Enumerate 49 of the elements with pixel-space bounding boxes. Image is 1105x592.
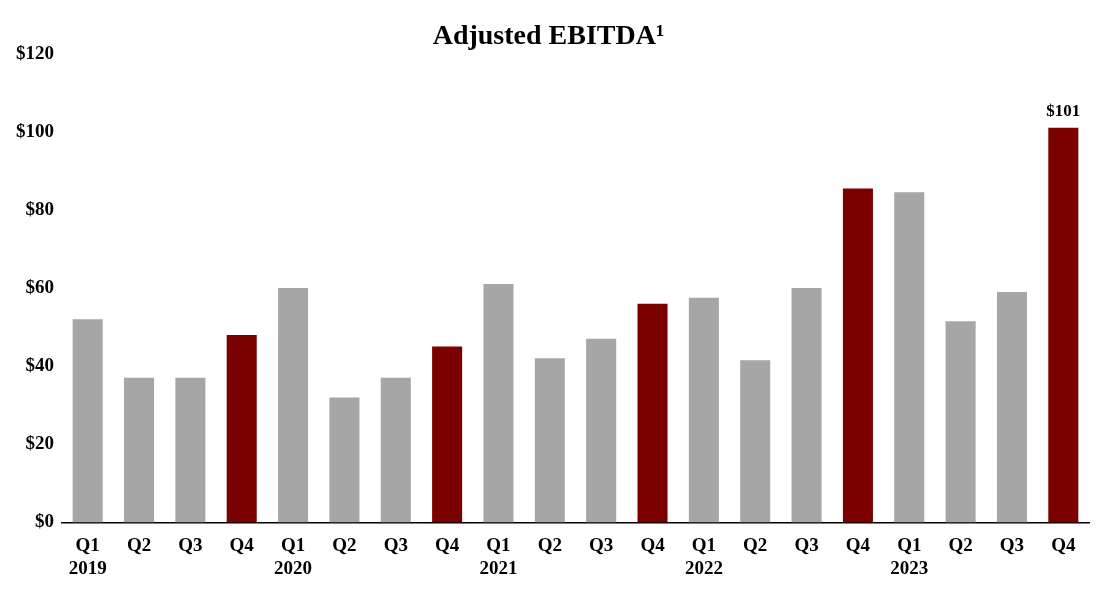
x-tick-label: Q4 — [1051, 533, 1076, 555]
x-tick-label: Q1 2020 — [274, 533, 313, 578]
x-tick-label: Q2 — [332, 533, 357, 555]
x-tick-label: Q4 — [434, 533, 460, 555]
data-label: $101 — [1046, 100, 1081, 120]
bar — [791, 288, 822, 523]
bar — [740, 360, 771, 523]
bar — [688, 297, 719, 523]
x-tick-label: Q3 — [383, 533, 408, 555]
bar — [124, 377, 155, 523]
y-tick-label: $20 — [25, 432, 54, 454]
bar — [586, 338, 617, 523]
bar — [1048, 127, 1079, 523]
x-tick-label: Q3 — [794, 533, 819, 555]
bar — [637, 303, 668, 523]
x-tick-label: Q2 — [126, 533, 152, 555]
x-tick-label: Q4 — [640, 533, 666, 555]
x-tick-label: Q3 — [999, 533, 1025, 555]
y-tick-label: $120 — [16, 41, 54, 63]
y-tick-label: $60 — [25, 275, 54, 297]
x-tick-label: Q3 — [589, 533, 614, 555]
bar — [329, 397, 360, 523]
x-tick-label: Q1 2019 — [68, 533, 107, 578]
bar — [483, 284, 514, 523]
bar — [996, 291, 1027, 523]
x-tick-label: Q3 — [178, 533, 203, 555]
y-tick-label: $0 — [35, 510, 54, 532]
x-tick-label: Q4 — [229, 533, 255, 555]
bar — [226, 334, 257, 523]
x-tick-label: Q2 — [537, 533, 562, 555]
chart-title: Adjusted EBITDA¹ — [432, 19, 665, 51]
bar — [432, 346, 463, 523]
bar — [894, 192, 925, 523]
bar — [72, 319, 103, 523]
x-tick-label: Q1 2023 — [890, 533, 929, 578]
bar — [175, 377, 206, 523]
bar — [534, 358, 565, 523]
x-tick-label: Q2 — [743, 533, 768, 555]
bar — [380, 377, 411, 523]
y-tick-label: $40 — [25, 354, 54, 376]
bar — [278, 288, 309, 523]
x-tick-label: Q1 2021 — [479, 533, 518, 578]
x-tick-label: Q4 — [845, 533, 871, 555]
bar — [842, 188, 873, 523]
bar — [945, 321, 976, 523]
x-tick-label: Q2 — [948, 533, 973, 555]
y-tick-label: $100 — [16, 119, 54, 141]
x-tick-label: Q1 2022 — [684, 533, 723, 578]
y-tick-label: $80 — [25, 197, 54, 219]
